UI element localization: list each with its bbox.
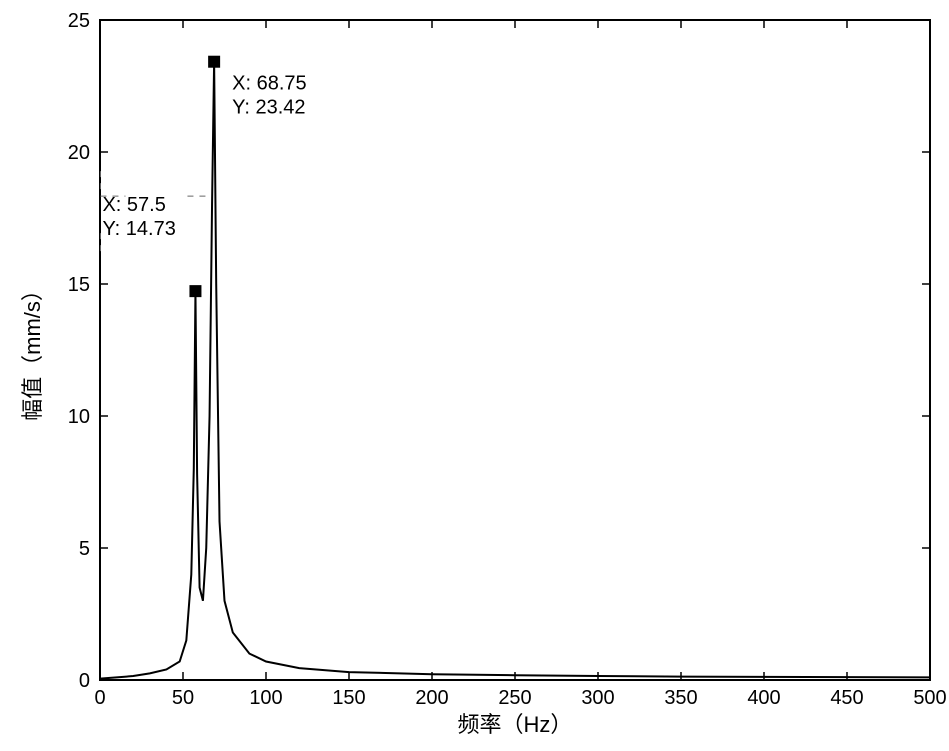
y-tick-label: 0	[79, 670, 90, 692]
peak-callout-text: Y: 14.73	[102, 218, 175, 240]
chart-svg: 0 50 100 150 200 250 300 350 400 450 500 频率（Hz） 0 5 10…	[0, 0, 949, 751]
x-tick-label: 350	[664, 687, 697, 709]
spectrum-chart: 0 50 100 150 200 250 300 350 400 450 500 频率（Hz） 0 5 10…	[0, 0, 949, 751]
x-tick-label: 250	[498, 687, 531, 709]
peak-marker	[189, 285, 201, 297]
x-tick-label: 500	[913, 687, 946, 709]
y-tick-label: 20	[68, 142, 90, 164]
y-tick-label: 25	[68, 10, 90, 32]
plot-border	[100, 20, 930, 680]
x-tick-label: 150	[332, 687, 365, 709]
y-tick-label: 5	[79, 538, 90, 560]
y-tick-label: 10	[68, 406, 90, 428]
x-tick-label: 50	[172, 687, 194, 709]
peak-callout-text: X: 57.5	[102, 194, 165, 216]
spectrum-line	[100, 62, 930, 679]
peak-marker	[208, 56, 220, 68]
x-tick-label: 0	[94, 687, 105, 709]
x-axis-label: 频率（Hz）	[458, 712, 573, 737]
y-axis-label: 幅值（mm/s）	[20, 279, 45, 421]
peak-callout-text: Y: 23.42	[232, 97, 305, 119]
x-tick-label: 300	[581, 687, 614, 709]
x-tick-label: 400	[747, 687, 780, 709]
x-tick-label: 200	[415, 687, 448, 709]
x-tick-label: 450	[830, 687, 863, 709]
x-tick-label: 100	[249, 687, 282, 709]
y-tick-label: 15	[68, 274, 90, 296]
peak-callout-text: X: 68.75	[232, 73, 307, 95]
